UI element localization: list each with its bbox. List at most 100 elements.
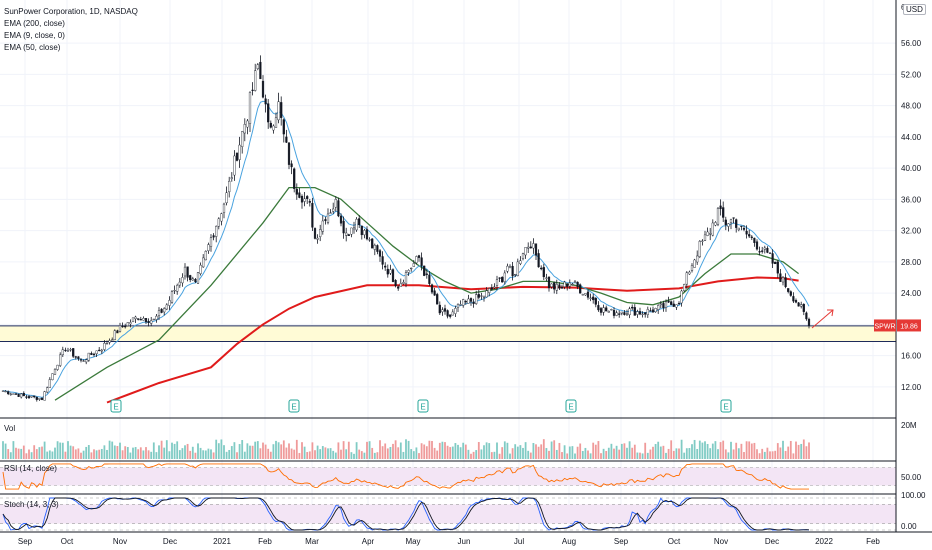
candle-body xyxy=(199,264,202,274)
volume-bar xyxy=(405,439,407,459)
candle-body xyxy=(519,260,522,265)
ticker-badge xyxy=(874,319,896,332)
volume-bar xyxy=(67,441,69,459)
volume-bar xyxy=(363,452,366,459)
candle-body xyxy=(295,188,298,195)
volume-bar xyxy=(701,442,704,459)
candle-body xyxy=(737,227,740,231)
volume-bar xyxy=(386,448,389,459)
volume-bar xyxy=(254,441,257,459)
candle-body xyxy=(449,314,452,317)
volume-bar xyxy=(667,448,670,459)
volume-bar xyxy=(48,450,51,459)
candle-body xyxy=(547,276,551,289)
candle-body xyxy=(615,312,618,316)
volume-bar xyxy=(511,448,514,459)
volume-bar xyxy=(722,440,725,459)
volume-bar xyxy=(360,451,363,459)
candle-body xyxy=(802,304,805,312)
volume-bar xyxy=(371,447,374,459)
volume-bar xyxy=(581,450,584,459)
candle-body xyxy=(430,284,434,293)
volume-bar xyxy=(753,442,756,459)
volume-bar xyxy=(529,452,532,459)
candle-body xyxy=(282,119,285,135)
candle-body xyxy=(402,282,405,284)
volume-bar xyxy=(428,440,431,459)
candle-body xyxy=(4,390,7,393)
x-tick-label: Apr xyxy=(362,537,375,546)
volume-bar xyxy=(272,444,275,459)
volume-bar xyxy=(615,445,618,459)
candle-body xyxy=(363,230,366,236)
volume-bar xyxy=(264,444,267,459)
candle-body xyxy=(597,305,600,311)
y-tick-label: 44.00 xyxy=(901,133,922,142)
volume-bar xyxy=(597,441,600,459)
candle-body xyxy=(573,281,577,283)
ema9-line xyxy=(2,100,810,398)
volume-bar xyxy=(553,440,556,459)
candle-body xyxy=(25,396,28,398)
volume-bar xyxy=(662,445,665,459)
volume-bar xyxy=(311,442,314,459)
candle-body xyxy=(735,219,738,228)
candle-body xyxy=(696,255,699,263)
candle-body xyxy=(241,131,244,147)
candle-body xyxy=(727,223,730,227)
volume-bar xyxy=(501,447,504,459)
candle-body xyxy=(469,298,473,302)
candle-body xyxy=(703,234,707,241)
candle-body xyxy=(137,318,140,320)
candle-body xyxy=(446,310,449,317)
volume-bar xyxy=(613,448,615,459)
volume-bar xyxy=(451,446,454,459)
earnings-marker-label: E xyxy=(723,403,728,412)
volume-bar xyxy=(730,441,732,459)
volume-bar xyxy=(72,446,75,459)
volume-bar xyxy=(30,452,33,459)
volume-bar xyxy=(675,448,678,459)
ema50-line xyxy=(54,186,799,401)
candle-body xyxy=(688,271,691,275)
volume-bar xyxy=(121,450,124,459)
volume-bar xyxy=(61,442,64,459)
candle-body xyxy=(631,306,634,309)
volume-bar xyxy=(740,443,743,459)
candle-body xyxy=(404,272,408,284)
earnings-marker xyxy=(565,399,577,413)
volume-bar xyxy=(56,441,59,459)
volume-bar xyxy=(394,440,397,459)
volume-bar xyxy=(189,450,192,459)
candle-body xyxy=(259,61,262,80)
volume-bar xyxy=(295,439,298,459)
volume-bar xyxy=(402,451,405,459)
volume-bar xyxy=(204,450,207,459)
volume-bar xyxy=(345,449,348,459)
candle-body xyxy=(495,279,499,286)
candle-body xyxy=(306,196,309,199)
candle-body xyxy=(534,243,538,256)
volume-bar xyxy=(802,439,805,459)
candle-body xyxy=(212,235,215,238)
volume-bar xyxy=(628,441,631,459)
x-tick-label: Feb xyxy=(258,537,272,546)
volume-bar xyxy=(186,443,189,459)
candles xyxy=(1,55,811,402)
volume-bar xyxy=(516,446,519,459)
y-tick-label: 56.00 xyxy=(901,39,922,48)
stoch-axis-label-top: 100.00 xyxy=(901,491,926,500)
candle-body xyxy=(150,320,153,324)
volume-bar xyxy=(693,439,696,459)
currency-badge[interactable]: USD xyxy=(903,4,926,15)
volume-bar xyxy=(308,451,311,459)
candle-body xyxy=(170,291,174,303)
volume-bar xyxy=(420,443,423,459)
volume-bar xyxy=(184,445,186,459)
candle-body xyxy=(87,352,90,361)
volume-bar xyxy=(38,447,41,459)
volume-bar xyxy=(527,450,530,459)
volume-bar xyxy=(672,450,675,459)
candle-body xyxy=(779,273,782,282)
